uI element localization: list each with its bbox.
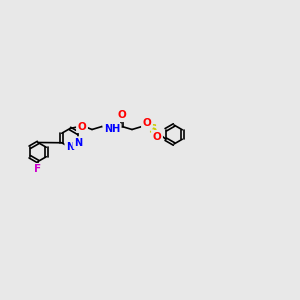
Text: S: S [148, 123, 156, 136]
Text: F: F [34, 164, 42, 175]
Text: N: N [74, 138, 82, 148]
Text: N: N [66, 142, 74, 152]
Text: NH: NH [104, 124, 120, 134]
Text: O: O [153, 131, 161, 142]
Text: O: O [142, 118, 152, 128]
Text: O: O [118, 110, 126, 121]
Text: O: O [78, 122, 86, 131]
